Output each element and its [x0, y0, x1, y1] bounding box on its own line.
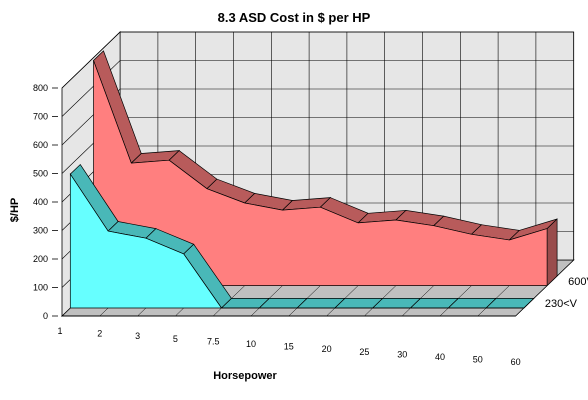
x-tick-label: 10	[246, 339, 256, 349]
x-tick-label: 20	[322, 344, 332, 354]
y-tick-label: 0	[43, 311, 48, 321]
x-tick-label: 60	[511, 357, 521, 367]
x-tick-label: 40	[435, 352, 445, 362]
y-tick-label: 800	[33, 83, 48, 93]
series-0-front	[69, 172, 524, 309]
y-tick-label: 300	[33, 226, 48, 236]
x-tick-label: 5	[173, 334, 178, 344]
x-tick-label: 30	[397, 349, 407, 359]
x-tick-label: 3	[135, 331, 140, 341]
series-1-end	[546, 218, 558, 287]
x-tick-label: 2	[97, 329, 102, 339]
x-tick-label: 1	[57, 326, 62, 336]
series-label-0: 230<V	[545, 298, 578, 310]
y-tick-label: 200	[33, 254, 48, 264]
series-1-front	[93, 60, 548, 286]
y-tick-label: 100	[33, 283, 48, 293]
x-tick-label: 7.5	[207, 336, 220, 346]
x-axis-title: Horsepower	[213, 370, 277, 382]
y-tick-label: 600	[33, 140, 48, 150]
y-tick-label: 500	[33, 169, 48, 179]
chart-title: 8.3 ASD Cost in $ per HP	[217, 10, 371, 25]
series-label-1: 600V	[568, 276, 588, 288]
y-axis-title: $/HP	[9, 198, 21, 222]
y-tick-label: 700	[33, 112, 48, 122]
x-tick-label: 50	[473, 355, 483, 365]
series-0-end	[523, 298, 535, 309]
x-tick-label: 15	[284, 342, 294, 352]
y-tick-label: 400	[33, 197, 48, 207]
x-tick-label: 25	[359, 347, 369, 357]
